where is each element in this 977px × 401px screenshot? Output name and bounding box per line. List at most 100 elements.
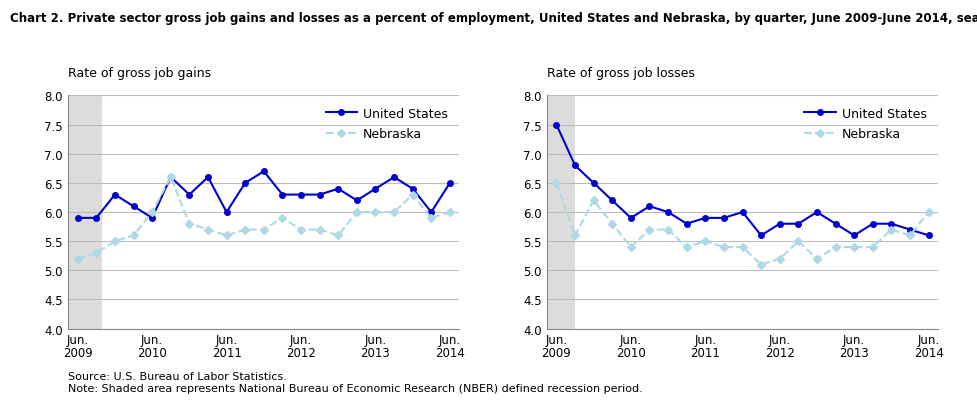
Text: Jun.: Jun. [141, 333, 163, 346]
Nebraska [109, 239, 121, 244]
Nebraska [72, 257, 84, 261]
Nebraska [91, 251, 103, 256]
United States [332, 187, 344, 192]
United States [867, 222, 878, 227]
Nebraska [718, 245, 730, 250]
Text: Jun.: Jun. [843, 333, 866, 346]
United States [700, 216, 711, 221]
Legend: United States, Nebraska: United States, Nebraska [320, 103, 453, 146]
United States [718, 216, 730, 221]
Text: Jun.: Jun. [619, 333, 642, 346]
Text: 2011: 2011 [212, 346, 241, 359]
Nebraska [607, 222, 618, 227]
United States [388, 175, 400, 180]
United States [72, 216, 84, 221]
United States [737, 210, 748, 215]
Nebraska [147, 210, 158, 215]
Text: 2009: 2009 [541, 346, 572, 359]
Nebraska [588, 198, 600, 203]
United States [295, 193, 307, 198]
Text: 2012: 2012 [286, 346, 316, 359]
United States [607, 198, 618, 203]
United States [406, 187, 418, 192]
United States [848, 233, 860, 238]
Nebraska [369, 210, 381, 215]
Text: 2013: 2013 [361, 346, 391, 359]
Text: 2010: 2010 [616, 346, 646, 359]
Text: Jun.: Jun. [66, 333, 89, 346]
Nebraska [295, 228, 307, 233]
United States [774, 222, 786, 227]
Line: Nebraska: Nebraska [554, 181, 931, 267]
Nebraska [792, 239, 804, 244]
United States [165, 175, 177, 180]
Line: United States: United States [75, 169, 452, 221]
Line: Nebraska: Nebraska [75, 175, 452, 262]
Text: Jun.: Jun. [545, 333, 568, 346]
United States [314, 193, 325, 198]
United States [885, 222, 897, 227]
United States [922, 233, 934, 238]
Nebraska [922, 210, 934, 215]
Nebraska [239, 228, 251, 233]
Nebraska [867, 245, 878, 250]
Text: Chart 2. Private sector gross job gains and losses as a percent of employment, U: Chart 2. Private sector gross job gains … [10, 12, 977, 25]
Text: Jun.: Jun. [216, 333, 237, 346]
United States [570, 164, 581, 168]
United States [681, 222, 693, 227]
Text: Jun.: Jun. [769, 333, 790, 346]
Nebraska [774, 257, 786, 261]
United States [551, 123, 563, 128]
Text: Jun.: Jun. [364, 333, 387, 346]
Text: 2014: 2014 [435, 346, 465, 359]
United States [128, 205, 140, 209]
Nebraska [258, 228, 270, 233]
Nebraska [700, 239, 711, 244]
Text: 2009: 2009 [63, 346, 93, 359]
Text: Jun.: Jun. [917, 333, 940, 346]
United States [221, 210, 233, 215]
United States [644, 205, 656, 209]
United States [276, 193, 288, 198]
United States [792, 222, 804, 227]
United States [625, 216, 637, 221]
United States [444, 181, 455, 186]
Nebraska [128, 233, 140, 238]
Nebraska [885, 228, 897, 233]
Nebraska [570, 233, 581, 238]
Nebraska [625, 245, 637, 250]
Nebraska [811, 257, 823, 261]
Text: 2013: 2013 [839, 346, 870, 359]
Nebraska [662, 228, 674, 233]
United States [829, 222, 841, 227]
United States [662, 210, 674, 215]
United States [755, 233, 767, 238]
United States [425, 210, 437, 215]
Text: 2014: 2014 [913, 346, 944, 359]
Nebraska [644, 228, 656, 233]
Nebraska [332, 233, 344, 238]
Text: 2012: 2012 [765, 346, 794, 359]
Line: United States: United States [554, 123, 931, 239]
Nebraska [551, 181, 563, 186]
Text: Source: U.S. Bureau of Labor Statistics.
Note: Shaded area represents National B: Source: U.S. Bureau of Labor Statistics.… [68, 371, 643, 393]
United States [588, 181, 600, 186]
United States [184, 193, 195, 198]
Nebraska [314, 228, 325, 233]
United States [811, 210, 823, 215]
Bar [68, 96, 102, 329]
United States [258, 169, 270, 174]
Nebraska [737, 245, 748, 250]
United States [109, 193, 121, 198]
Text: Jun.: Jun. [695, 333, 716, 346]
United States [904, 228, 915, 233]
Nebraska [165, 175, 177, 180]
Text: Jun.: Jun. [290, 333, 312, 346]
Nebraska [276, 216, 288, 221]
Nebraska [904, 233, 915, 238]
United States [351, 198, 362, 203]
United States [202, 175, 214, 180]
United States [369, 187, 381, 192]
United States [239, 181, 251, 186]
Nebraska [444, 210, 455, 215]
